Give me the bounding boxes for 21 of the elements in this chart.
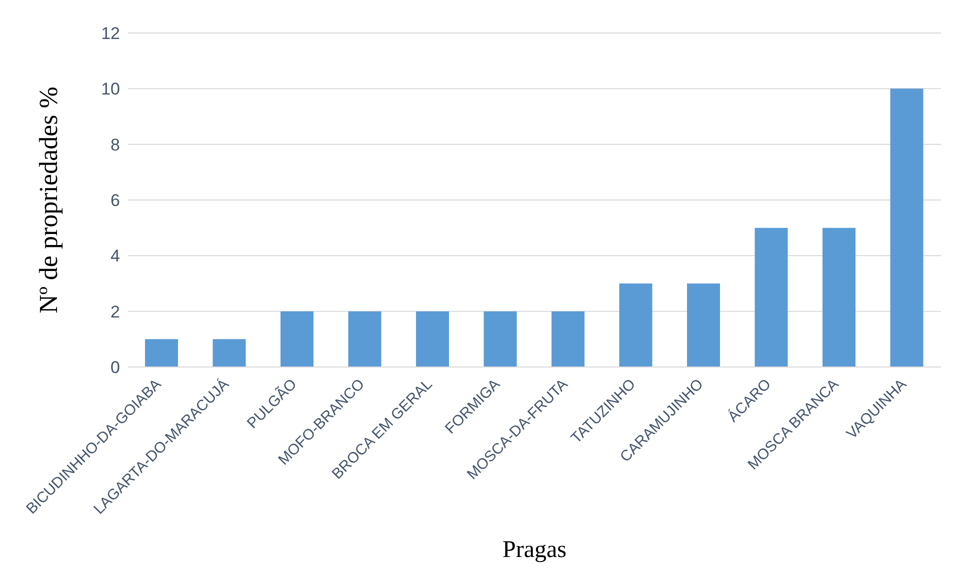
- bar: [348, 311, 382, 367]
- y-tick-label: 2: [110, 302, 120, 322]
- y-tick-label: 0: [110, 358, 120, 378]
- bar: [416, 311, 449, 367]
- bar: [754, 228, 788, 367]
- bar: [619, 284, 652, 367]
- bar: [552, 311, 584, 367]
- y-tick-label: 8: [110, 135, 120, 154]
- bar: [822, 228, 856, 367]
- bar: [687, 284, 720, 367]
- bar: [212, 339, 246, 367]
- bar: [280, 311, 314, 367]
- y-tick-label: 10: [101, 80, 120, 99]
- x-axis-title: Pragas: [502, 537, 566, 563]
- y-tick-label: 6: [110, 191, 120, 210]
- y-tick-label: 4: [110, 246, 120, 266]
- y-tick-label: 12: [101, 24, 120, 44]
- bar: [890, 88, 924, 367]
- y-axis-title: Nº de propriedades %: [34, 86, 64, 314]
- bar: [145, 339, 178, 367]
- bar: [484, 311, 517, 367]
